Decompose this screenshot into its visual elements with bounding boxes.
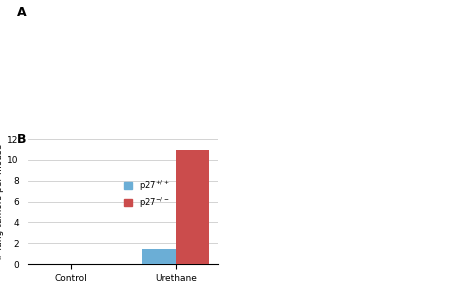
Text: B: B [17, 133, 26, 147]
Bar [176, 150, 210, 264]
Bar [142, 248, 176, 264]
Text: A: A [17, 6, 26, 19]
Y-axis label: # lung tumors per mouse: # lung tumors per mouse [0, 143, 4, 260]
Legend: p27$^{+/+}$, p27$^{-/-}$: p27$^{+/+}$, p27$^{-/-}$ [124, 178, 169, 210]
